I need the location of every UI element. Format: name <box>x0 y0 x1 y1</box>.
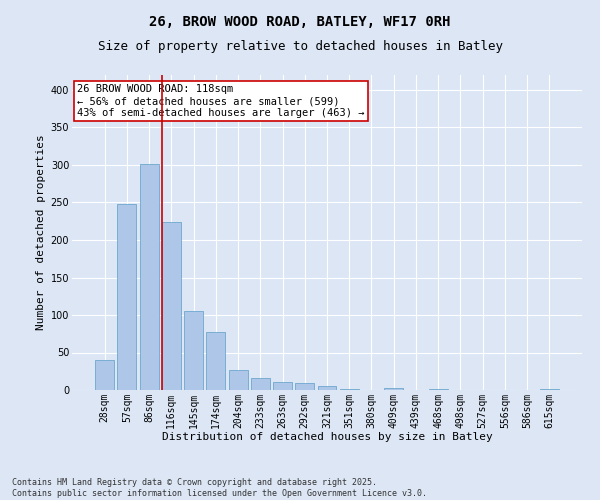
Bar <box>206 332 225 390</box>
Text: Size of property relative to detached houses in Batley: Size of property relative to detached ho… <box>97 40 503 53</box>
Bar <box>95 360 114 390</box>
Y-axis label: Number of detached properties: Number of detached properties <box>37 134 46 330</box>
Bar <box>273 382 292 390</box>
Bar <box>251 378 270 390</box>
Bar <box>340 388 359 390</box>
Bar <box>118 204 136 390</box>
Bar <box>140 164 158 390</box>
Text: Contains HM Land Registry data © Crown copyright and database right 2025.
Contai: Contains HM Land Registry data © Crown c… <box>12 478 427 498</box>
Bar <box>384 388 403 390</box>
Bar <box>540 388 559 390</box>
Text: 26, BROW WOOD ROAD, BATLEY, WF17 0RH: 26, BROW WOOD ROAD, BATLEY, WF17 0RH <box>149 15 451 29</box>
Bar <box>317 386 337 390</box>
Bar <box>429 388 448 390</box>
Bar <box>229 370 248 390</box>
Bar <box>162 222 181 390</box>
Bar <box>295 383 314 390</box>
Bar <box>184 310 203 390</box>
Text: 26 BROW WOOD ROAD: 118sqm
← 56% of detached houses are smaller (599)
43% of semi: 26 BROW WOOD ROAD: 118sqm ← 56% of detac… <box>77 84 365 117</box>
X-axis label: Distribution of detached houses by size in Batley: Distribution of detached houses by size … <box>161 432 493 442</box>
